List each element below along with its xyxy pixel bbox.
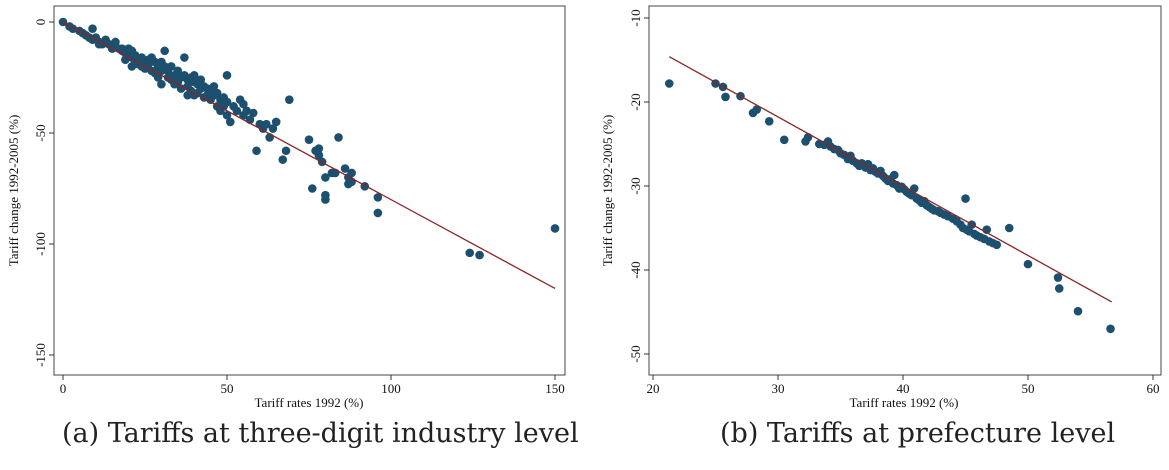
scatter-chart-prefecture: -10 -20 -30 -40 -50 20 30 40 50 60 Tariff rates 19… [600, 5, 1162, 410]
data-point [189, 70, 199, 80]
chart-panel-a: 0 -50 -100 -150 0 50 100 150 Tariff rates 1992 (… [6, 5, 579, 449]
data-point [721, 92, 730, 102]
y-tick-label: -50 [33, 124, 48, 141]
data-point [314, 144, 324, 153]
data-point [239, 99, 248, 109]
data-point [321, 195, 330, 204]
data-point [889, 170, 899, 180]
data-point [180, 53, 189, 62]
data-point [550, 224, 560, 233]
data-point [278, 155, 288, 164]
y-tick-label: -50 [628, 345, 643, 362]
data-point [166, 62, 176, 71]
data-point [909, 184, 919, 193]
y-axis-label: Tariff change 1992-2005 (%) [6, 115, 21, 267]
x-tick-label: 30 [772, 381, 785, 396]
y-tick-label: -40 [628, 261, 643, 278]
data-point [222, 97, 232, 107]
y-tick-label: -100 [33, 232, 48, 256]
data-point [222, 110, 232, 120]
data-point [248, 108, 258, 118]
data-point [281, 146, 291, 156]
x-tick-label: 50 [221, 381, 234, 396]
fitted-line [668, 56, 1113, 303]
data-point [160, 46, 169, 56]
x-tick-label: 100 [381, 381, 401, 396]
plot-frame [648, 5, 1162, 376]
data-point [1106, 324, 1115, 334]
y-tick-label: -150 [33, 343, 48, 367]
y-tick-label: 0 [33, 19, 48, 26]
data-point [232, 106, 242, 116]
y-tick-label: -30 [628, 177, 643, 194]
data-point [373, 208, 383, 218]
data-point [222, 70, 232, 80]
scatter-chart-industry: 0 -50 -100 -150 0 50 100 150 Tariff rates 1992 (… [6, 5, 566, 410]
data-point [173, 66, 183, 76]
data-point [1004, 223, 1014, 233]
x-tick-label: 0 [60, 381, 67, 396]
data-point [209, 82, 219, 91]
data-point [321, 173, 330, 182]
data-point [196, 75, 206, 85]
caption-b: (b) Tariffs at prefecture level [720, 418, 1116, 449]
data-point [961, 194, 970, 203]
data-point [252, 146, 261, 156]
fitted-line [62, 21, 556, 289]
data-point [111, 37, 120, 47]
data-point [304, 135, 314, 144]
data-point [242, 106, 251, 116]
data-point [992, 240, 1002, 250]
data-point [465, 248, 475, 258]
data-point [664, 79, 674, 88]
x-tick-label: 50 [1022, 381, 1035, 396]
data-point [475, 250, 484, 260]
data-point [268, 124, 278, 133]
data-point [314, 150, 324, 160]
data-point [340, 164, 350, 173]
data-point [225, 117, 235, 127]
data-point [779, 135, 789, 145]
data-point [285, 95, 294, 104]
data-point [764, 117, 774, 126]
data-point [1073, 306, 1083, 316]
y-tick-label: -10 [628, 9, 643, 26]
chart-panel-b: -10 -20 -30 -40 -50 20 30 40 50 60 Tariff rates 19… [590, 0, 1169, 470]
data-point [373, 193, 383, 202]
x-axis-label: Tariff rates 1992 (%) [850, 395, 959, 410]
data-point [752, 105, 762, 114]
caption-a: (a) Tariffs at three-digit industry leve… [62, 418, 579, 449]
data-point [1023, 259, 1033, 269]
data-point [307, 184, 317, 193]
data-point [347, 168, 356, 178]
data-point [262, 119, 271, 129]
data-point [1053, 273, 1063, 282]
x-tick-label: 20 [647, 381, 660, 396]
x-tick-label: 40 [897, 381, 910, 396]
data-point [88, 24, 97, 33]
y-tick-label: -20 [628, 93, 643, 110]
data-point [212, 88, 222, 98]
x-tick-label: 60 [1147, 381, 1160, 396]
x-tick-label: 150 [545, 381, 565, 396]
data-point [271, 117, 281, 127]
data-point [157, 79, 166, 89]
data-point [1054, 284, 1064, 293]
y-axis-label: Tariff change 1992-2005 (%) [600, 115, 615, 267]
data-point [334, 133, 343, 142]
x-axis-label: Tariff rates 1992 (%) [255, 395, 364, 410]
plot-frame [53, 5, 566, 376]
